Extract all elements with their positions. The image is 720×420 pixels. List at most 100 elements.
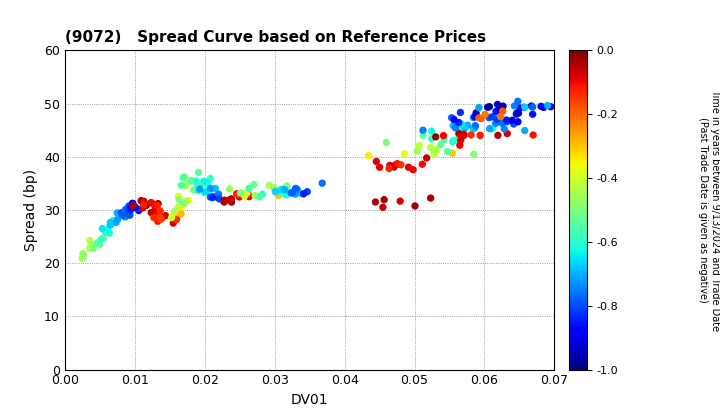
Point xyxy=(137,205,148,211)
Point xyxy=(459,125,471,131)
Point xyxy=(104,230,115,236)
Point xyxy=(135,197,147,204)
Point xyxy=(171,216,182,223)
Point xyxy=(268,184,279,191)
Point xyxy=(430,134,441,140)
Point xyxy=(86,242,98,249)
Point xyxy=(84,237,96,244)
Point xyxy=(383,165,395,172)
Point xyxy=(421,155,433,161)
Point xyxy=(454,109,466,116)
Point xyxy=(124,207,135,213)
Point xyxy=(277,186,289,193)
Point xyxy=(176,210,187,217)
Point xyxy=(501,118,513,125)
Point xyxy=(243,185,255,192)
Point xyxy=(231,190,243,197)
Point xyxy=(186,177,198,184)
Point xyxy=(257,191,269,197)
Y-axis label: Spread (bp): Spread (bp) xyxy=(24,169,38,251)
Point xyxy=(426,128,437,134)
Point xyxy=(171,216,182,223)
Point xyxy=(151,202,163,209)
Point xyxy=(104,219,116,226)
Point xyxy=(98,235,109,242)
Text: (9072)   Spread Curve based on Reference Prices: (9072) Spread Curve based on Reference P… xyxy=(65,30,486,45)
Point xyxy=(502,130,513,137)
Point xyxy=(469,124,481,131)
Point xyxy=(473,115,485,121)
Point xyxy=(519,104,531,110)
Point xyxy=(76,255,88,262)
Point xyxy=(136,198,148,205)
Point xyxy=(202,179,214,186)
Point xyxy=(448,116,459,123)
Point xyxy=(153,200,164,207)
Point xyxy=(198,189,210,196)
Point xyxy=(179,200,190,207)
Point xyxy=(112,216,124,223)
Point xyxy=(287,189,298,196)
Point xyxy=(390,162,401,168)
Point xyxy=(418,132,429,139)
Point xyxy=(132,205,143,212)
Point xyxy=(264,182,275,189)
Point xyxy=(402,164,414,171)
Point xyxy=(150,205,161,212)
Point xyxy=(249,192,261,199)
Point xyxy=(500,117,512,123)
Point xyxy=(498,126,510,132)
Point xyxy=(513,110,524,116)
Point xyxy=(446,150,458,157)
Point xyxy=(154,214,166,220)
Point xyxy=(392,160,403,167)
Point xyxy=(235,189,246,196)
Point xyxy=(435,141,446,148)
Point xyxy=(207,194,218,201)
Point xyxy=(112,210,123,216)
Point xyxy=(454,142,466,149)
Point xyxy=(183,197,194,204)
Point xyxy=(176,203,188,210)
Point xyxy=(417,161,428,168)
Point xyxy=(156,214,168,221)
Point xyxy=(125,206,136,213)
Point xyxy=(381,139,392,146)
Point xyxy=(116,210,127,216)
Point xyxy=(117,212,128,218)
Point xyxy=(207,193,218,200)
Point xyxy=(495,113,506,120)
Point xyxy=(289,191,301,197)
Point xyxy=(449,124,461,131)
Point xyxy=(483,114,495,121)
Point xyxy=(77,255,89,262)
Point xyxy=(469,113,480,120)
Point xyxy=(448,137,459,144)
Point xyxy=(198,178,210,185)
Point xyxy=(545,103,557,110)
Point xyxy=(438,136,450,143)
Point xyxy=(219,197,230,204)
Point xyxy=(512,98,523,105)
Point xyxy=(395,161,407,168)
Point xyxy=(138,201,150,208)
Point xyxy=(85,241,96,248)
Point xyxy=(417,127,428,134)
Point xyxy=(194,186,205,192)
Point xyxy=(241,190,253,197)
Point xyxy=(168,209,180,216)
Point xyxy=(107,217,119,224)
Point xyxy=(152,210,163,217)
Point xyxy=(269,185,280,192)
Point xyxy=(379,196,390,203)
Point xyxy=(535,103,546,110)
Point xyxy=(468,126,480,132)
Point xyxy=(93,239,104,246)
Point xyxy=(127,200,139,207)
Point xyxy=(475,115,487,122)
Point xyxy=(468,151,480,158)
Point xyxy=(145,209,157,216)
Point xyxy=(281,183,292,189)
Point xyxy=(145,200,157,206)
Point xyxy=(199,189,210,195)
